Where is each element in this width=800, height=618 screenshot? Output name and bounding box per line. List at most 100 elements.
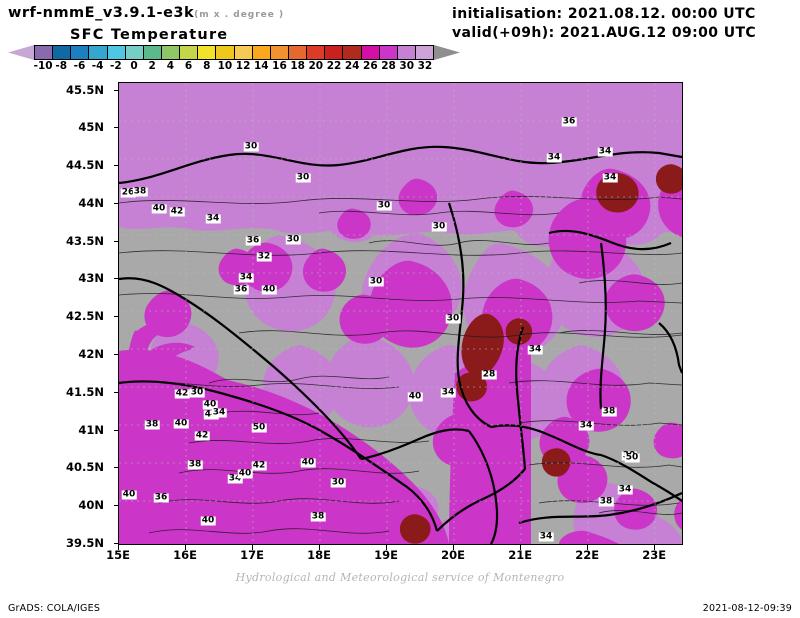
contour-label: 50 xyxy=(624,452,640,463)
colorbar-cell-4 xyxy=(107,46,126,59)
longitude-labels: 15E 16E 17E 18E 19E 20E 21E 22E 23E xyxy=(106,548,683,564)
colorbar-cell-19 xyxy=(379,46,398,59)
colorbar-cell-3 xyxy=(89,46,108,59)
latitude-tick-41.5N xyxy=(114,391,119,393)
colorbar-tick-26: 26 xyxy=(363,60,378,72)
latitude-tick-42N xyxy=(114,354,119,356)
contour-label: 36 xyxy=(153,492,169,503)
contour-label: 34 xyxy=(617,484,633,495)
contour-label: 38 xyxy=(601,406,617,417)
contour-label: 30 xyxy=(431,221,447,232)
longitude-tick-18E xyxy=(319,545,321,550)
colorbar-tick--10: -10 xyxy=(33,60,53,72)
contour-label: 40 xyxy=(300,457,316,468)
longitude-label-23E: 23E xyxy=(642,548,667,562)
longitude-tick-19E xyxy=(386,545,388,550)
latitude-tick-42.5N xyxy=(114,316,119,318)
contour-label: 40 xyxy=(407,391,423,402)
contour-label: 38 xyxy=(187,459,203,470)
longitude-tick-17E xyxy=(252,545,254,550)
contour-label: 34 xyxy=(546,152,562,163)
latitude-label-41.5N: 41.5N xyxy=(66,384,104,399)
colorbar-swatches xyxy=(8,45,460,60)
contour-label: 40 xyxy=(121,489,137,500)
service-credit: Hydrological and Meteorological service … xyxy=(235,571,565,584)
contour-label: 40 xyxy=(202,399,218,410)
colorbar-cell-2 xyxy=(71,46,90,59)
contour-label: 34 xyxy=(527,344,543,355)
contour-label: 50 xyxy=(251,422,267,433)
longitude-label-20E: 20E xyxy=(441,548,466,562)
longitude-tick-15E xyxy=(118,545,119,550)
contour-label: 40 xyxy=(173,418,189,429)
colorbar-cell-18 xyxy=(361,46,380,59)
contour-label: 32 xyxy=(256,251,272,262)
latitude-tick-41N xyxy=(114,429,119,431)
colorbar-tick-14: 14 xyxy=(253,60,269,72)
colorbar-high-cap xyxy=(434,45,460,60)
latitude-label-42.5N: 42.5N xyxy=(66,309,104,324)
colorbar-cell-15 xyxy=(307,46,326,59)
colorbar-tick-32: 32 xyxy=(417,60,433,72)
colorbar-cell-14 xyxy=(288,46,308,59)
latitude-label-39.5N: 39.5N xyxy=(66,536,104,550)
latitude-label-44.5N: 44.5N xyxy=(66,158,104,173)
contour-label: 34 xyxy=(597,146,613,157)
contour-label: 28 xyxy=(481,369,497,380)
contour-label: 34 xyxy=(238,272,254,283)
latitude-tick-43.5N xyxy=(114,240,119,242)
colorbar-tick-20: 20 xyxy=(308,60,324,72)
colorbar-low-cap xyxy=(8,45,34,60)
colorbar-tick-6: 6 xyxy=(184,60,193,72)
latitude-label-40.5N: 40.5N xyxy=(66,460,104,475)
colorbar-tick--8: -8 xyxy=(55,60,68,72)
colorbar-tick-12: 12 xyxy=(235,60,251,72)
longitude-label-17E: 17E xyxy=(240,548,264,562)
contour-label: 34 xyxy=(205,213,221,224)
colorbar-cell-0 xyxy=(35,46,54,59)
latitude-label-45.5N: 45.5N xyxy=(66,82,104,97)
contour-label: 30 xyxy=(285,234,301,245)
contour-label: 34 xyxy=(578,420,594,431)
colorbar-cell-5 xyxy=(125,46,144,59)
colorbar-cell-13 xyxy=(270,46,289,59)
contour-label: 40 xyxy=(261,284,277,295)
latitude-tick-39.5N xyxy=(114,543,119,544)
contour-label: 30 xyxy=(368,276,384,287)
contour-label: 34 xyxy=(440,387,456,398)
latitude-label-43.5N: 43.5N xyxy=(66,233,104,248)
colorbar-cell-7 xyxy=(161,46,181,59)
contour-label: 30 xyxy=(330,477,346,488)
contour-label: 30 xyxy=(189,387,205,398)
contour-label: 34 xyxy=(211,407,227,418)
longitude-label-18E: 18E xyxy=(307,548,331,562)
colorbar-tick-8: 8 xyxy=(203,60,211,72)
longitude-label-22E: 22E xyxy=(575,548,600,562)
longitude-tick-16E xyxy=(185,545,187,550)
colorbar-tick-2: 2 xyxy=(148,60,156,72)
contour-label: 38 xyxy=(598,496,614,507)
colorbar-cell-9 xyxy=(198,46,217,59)
longitude-tick-22E xyxy=(587,545,589,550)
contour-label: 34 xyxy=(602,172,618,183)
contour-label: 38 xyxy=(310,511,326,522)
contour-label: 42 xyxy=(194,430,210,441)
latitude-label-43N: 43N xyxy=(78,271,104,286)
contour-label: 26 xyxy=(120,187,136,198)
longitude-ticks xyxy=(118,545,683,551)
longitude-label-15E: 15E xyxy=(106,548,130,562)
colorbar-tick--6: -6 xyxy=(73,60,86,72)
colorbar-tick-10: 10 xyxy=(217,60,233,72)
contour-label: 30 xyxy=(445,313,461,324)
model-title: wrf-nmmE_v3.9.1-e3k(m x . degree ) xyxy=(8,5,284,21)
contour-label: 42 xyxy=(251,460,267,471)
contour-label: 36 xyxy=(233,284,249,295)
grads-tag: GrADS: COLA/IGES xyxy=(8,603,101,614)
contour-label: 44 xyxy=(203,410,219,420)
latitude-tick-45N xyxy=(114,127,119,129)
colorbar-title: SFC Temperature xyxy=(70,27,229,43)
latitude-tick-40.5N xyxy=(114,467,119,469)
contour-label: 36 xyxy=(561,116,577,127)
latitude-tick-44.5N xyxy=(114,165,119,167)
model-title-text: wrf-nmmE_v3.9.1-e3k xyxy=(8,5,195,21)
